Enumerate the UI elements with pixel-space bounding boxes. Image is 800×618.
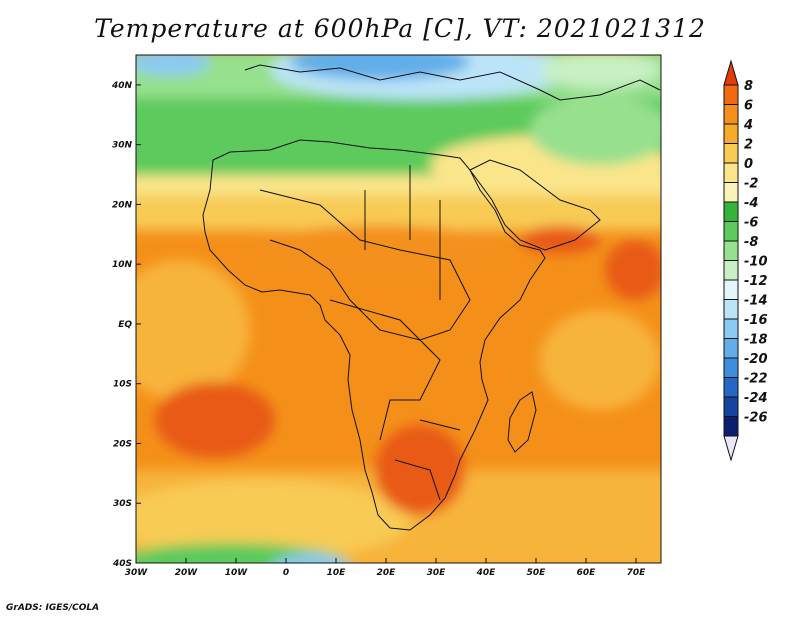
colorbar-label: 2 [744,138,753,153]
colorbar-segment [723,201,739,222]
colorbar-label: 6 [744,99,753,114]
colorbar-label: -14 [744,294,768,309]
lat-tick-label: 40S [112,559,132,569]
longitude-axis: 30W 20W 10W 0 10E 20E 30E 40E 50E 60E 70E [125,558,646,578]
coastlines [202,64,661,531]
colorbar-segment [723,260,739,281]
colorbar-label: -22 [744,372,768,387]
lon-tick-label: 20E [377,568,397,578]
lat-tick-label: 10N [112,260,133,270]
colorbar-segment [723,279,739,300]
colorbar-segment [723,396,739,417]
colorbar-label: -26 [744,411,768,426]
colorbar: 8 6 4 2 0 -2 -4 -6 -8 -10 -12 -14 -16 -18 -20 -22 -24 -26 [723,59,768,462]
lat-tick-label: 30N [112,141,133,151]
colorbar-top-arrow [723,59,739,86]
lon-tick-label: 10W [225,568,249,578]
colorbar-label: 4 [743,118,753,133]
colorbar-label: -8 [744,235,758,250]
lat-tick-label: 20N [112,200,133,210]
colorbar-segment [723,123,739,144]
colorbar-segment [723,416,739,437]
colorbar-segment [723,377,739,398]
lon-tick-label: 70E [627,568,647,578]
colorbar-bottom-arrow [723,435,739,462]
colorbar-segment [723,357,739,378]
latitude-axis: 40N 30N 20N 10N EQ 10S 20S 30S 40S [111,81,141,569]
colorbar-label: -10 [744,255,768,270]
colorbar-segment [723,182,739,203]
colorbar-label: -6 [744,216,758,231]
lon-tick-label: 0 [283,568,289,578]
colorbar-segment [723,221,739,242]
colorbar-segment [723,318,739,339]
lon-tick-label: 40E [476,568,497,578]
colorbar-label: -20 [744,352,768,367]
lon-tick-label: 30W [125,568,149,578]
lon-tick-label: 50E [527,568,547,578]
lon-tick-label: 60E [577,568,597,578]
colorbar-segment [723,338,739,359]
colorbar-label: 0 [744,157,753,172]
lat-tick-label: 10S [113,380,132,390]
lat-tick-label: 40N [111,81,133,91]
plot-frame [135,54,662,564]
colorbar-label: -4 [744,196,758,211]
colorbar-segment [723,84,739,105]
lon-tick-label: 30E [427,568,447,578]
colorbar-segment [723,162,739,183]
temperature-field [136,55,661,563]
colorbar-label: -18 [744,333,768,348]
map-title: Temperature at 600hPa [C], VT: 202102131… [94,14,706,43]
lat-tick-label: 20S [113,439,132,449]
lat-tick-label: 30S [113,499,132,509]
colorbar-segment [723,240,739,261]
colorbar-label: -16 [744,313,768,328]
colorbar-label: 8 [744,79,753,94]
colorbar-label: -2 [744,177,758,192]
lon-tick-label: 20W [175,568,199,578]
colorbar-label: -12 [744,274,768,289]
colorbar-segment [723,104,739,125]
lat-tick-label: EQ [118,320,132,330]
credit-label: GrADS: IGES/COLA [6,603,100,613]
colorbar-segment [723,299,739,320]
colorbar-segment [723,143,739,164]
colorbar-label: -24 [744,391,768,406]
lon-tick-label: 10E [327,568,347,578]
